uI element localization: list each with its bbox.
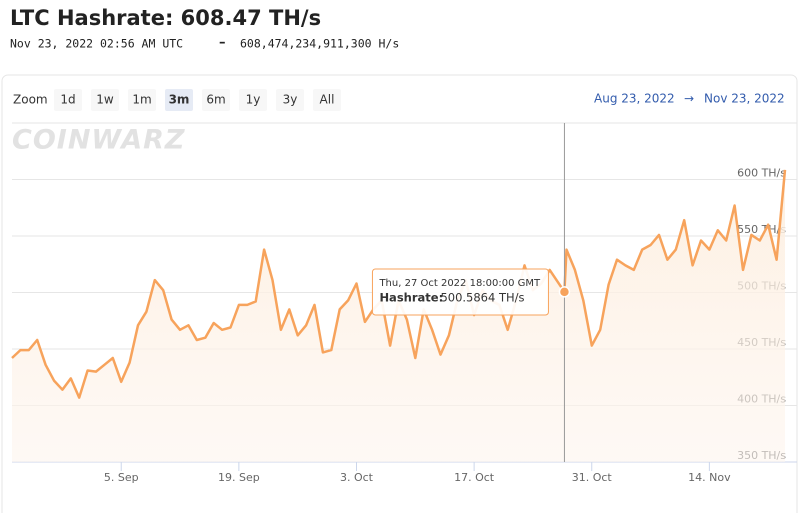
y-tick-label: 550 TH/s [737,223,786,236]
range-from: Aug 23, 2022 [594,92,675,106]
tooltip-value: 500.5864 TH/s [440,291,524,305]
zoom-button-bg [239,89,267,111]
range-to: Nov 23, 2022 [704,92,785,106]
raw-hashrate: 608,474,234,911,300 H/s [240,37,399,51]
zoom-button-label: 1w [96,93,114,107]
tooltip-box [371,268,549,316]
zoom-button-bg [202,89,230,111]
zoom-button-bg [91,89,119,111]
zoom-button[interactable]: 1w [91,89,119,111]
zoom-button[interactable]: 1d [54,89,82,111]
zoom-button[interactable]: 3y [276,89,304,111]
hover-marker [558,286,571,298]
y-tick-label: 600 TH/s [737,167,786,180]
zoom-button[interactable]: 1y [239,89,267,111]
zoom-button-bg [128,89,156,111]
zoom-button-label: 3m [169,93,190,107]
zoom-button-bg [313,89,341,111]
range-arrow: → [684,92,694,106]
x-tick-label: 17. Oct [454,471,495,484]
zoom-button-label: All [320,93,335,107]
title: LTC Hashrate: 608.47 TH/s [10,6,321,30]
x-tick-label: 14. Nov [688,471,731,484]
area [12,169,785,462]
zoom-button-label: 1y [246,93,261,107]
zoom-button-bg [165,89,193,111]
zoom-button-bg [276,89,304,111]
zoom-button[interactable]: 3m [165,89,193,111]
x-tick-label: 3. Oct [340,471,374,484]
zoom-button-bg [54,89,82,111]
zoom-button[interactable]: All [313,89,341,111]
zoom-button-label: 1d [60,93,75,107]
zoom-label: Zoom [13,93,48,107]
zoom-button-label: 1m [132,93,151,107]
tooltip-title: Thu, 27 Oct 2022 18:00:00 GMT [378,278,541,289]
zoom-button[interactable]: 1m [128,89,156,111]
timestamp: Nov 23, 2022 02:56 AM UTC [10,37,183,51]
tooltip-name: Hashrate: [379,291,443,305]
zoom-button[interactable]: 6m [202,89,230,111]
x-tick-label: 19. Sep [218,471,260,484]
separator: – [219,36,226,51]
zoom-button-label: 3y [283,93,298,107]
zoom-button-label: 6m [206,93,225,107]
watermark: COINWARZ [12,125,186,156]
x-tick-label: 5. Sep [104,471,139,484]
x-tick-label: 31. Oct [572,471,613,484]
